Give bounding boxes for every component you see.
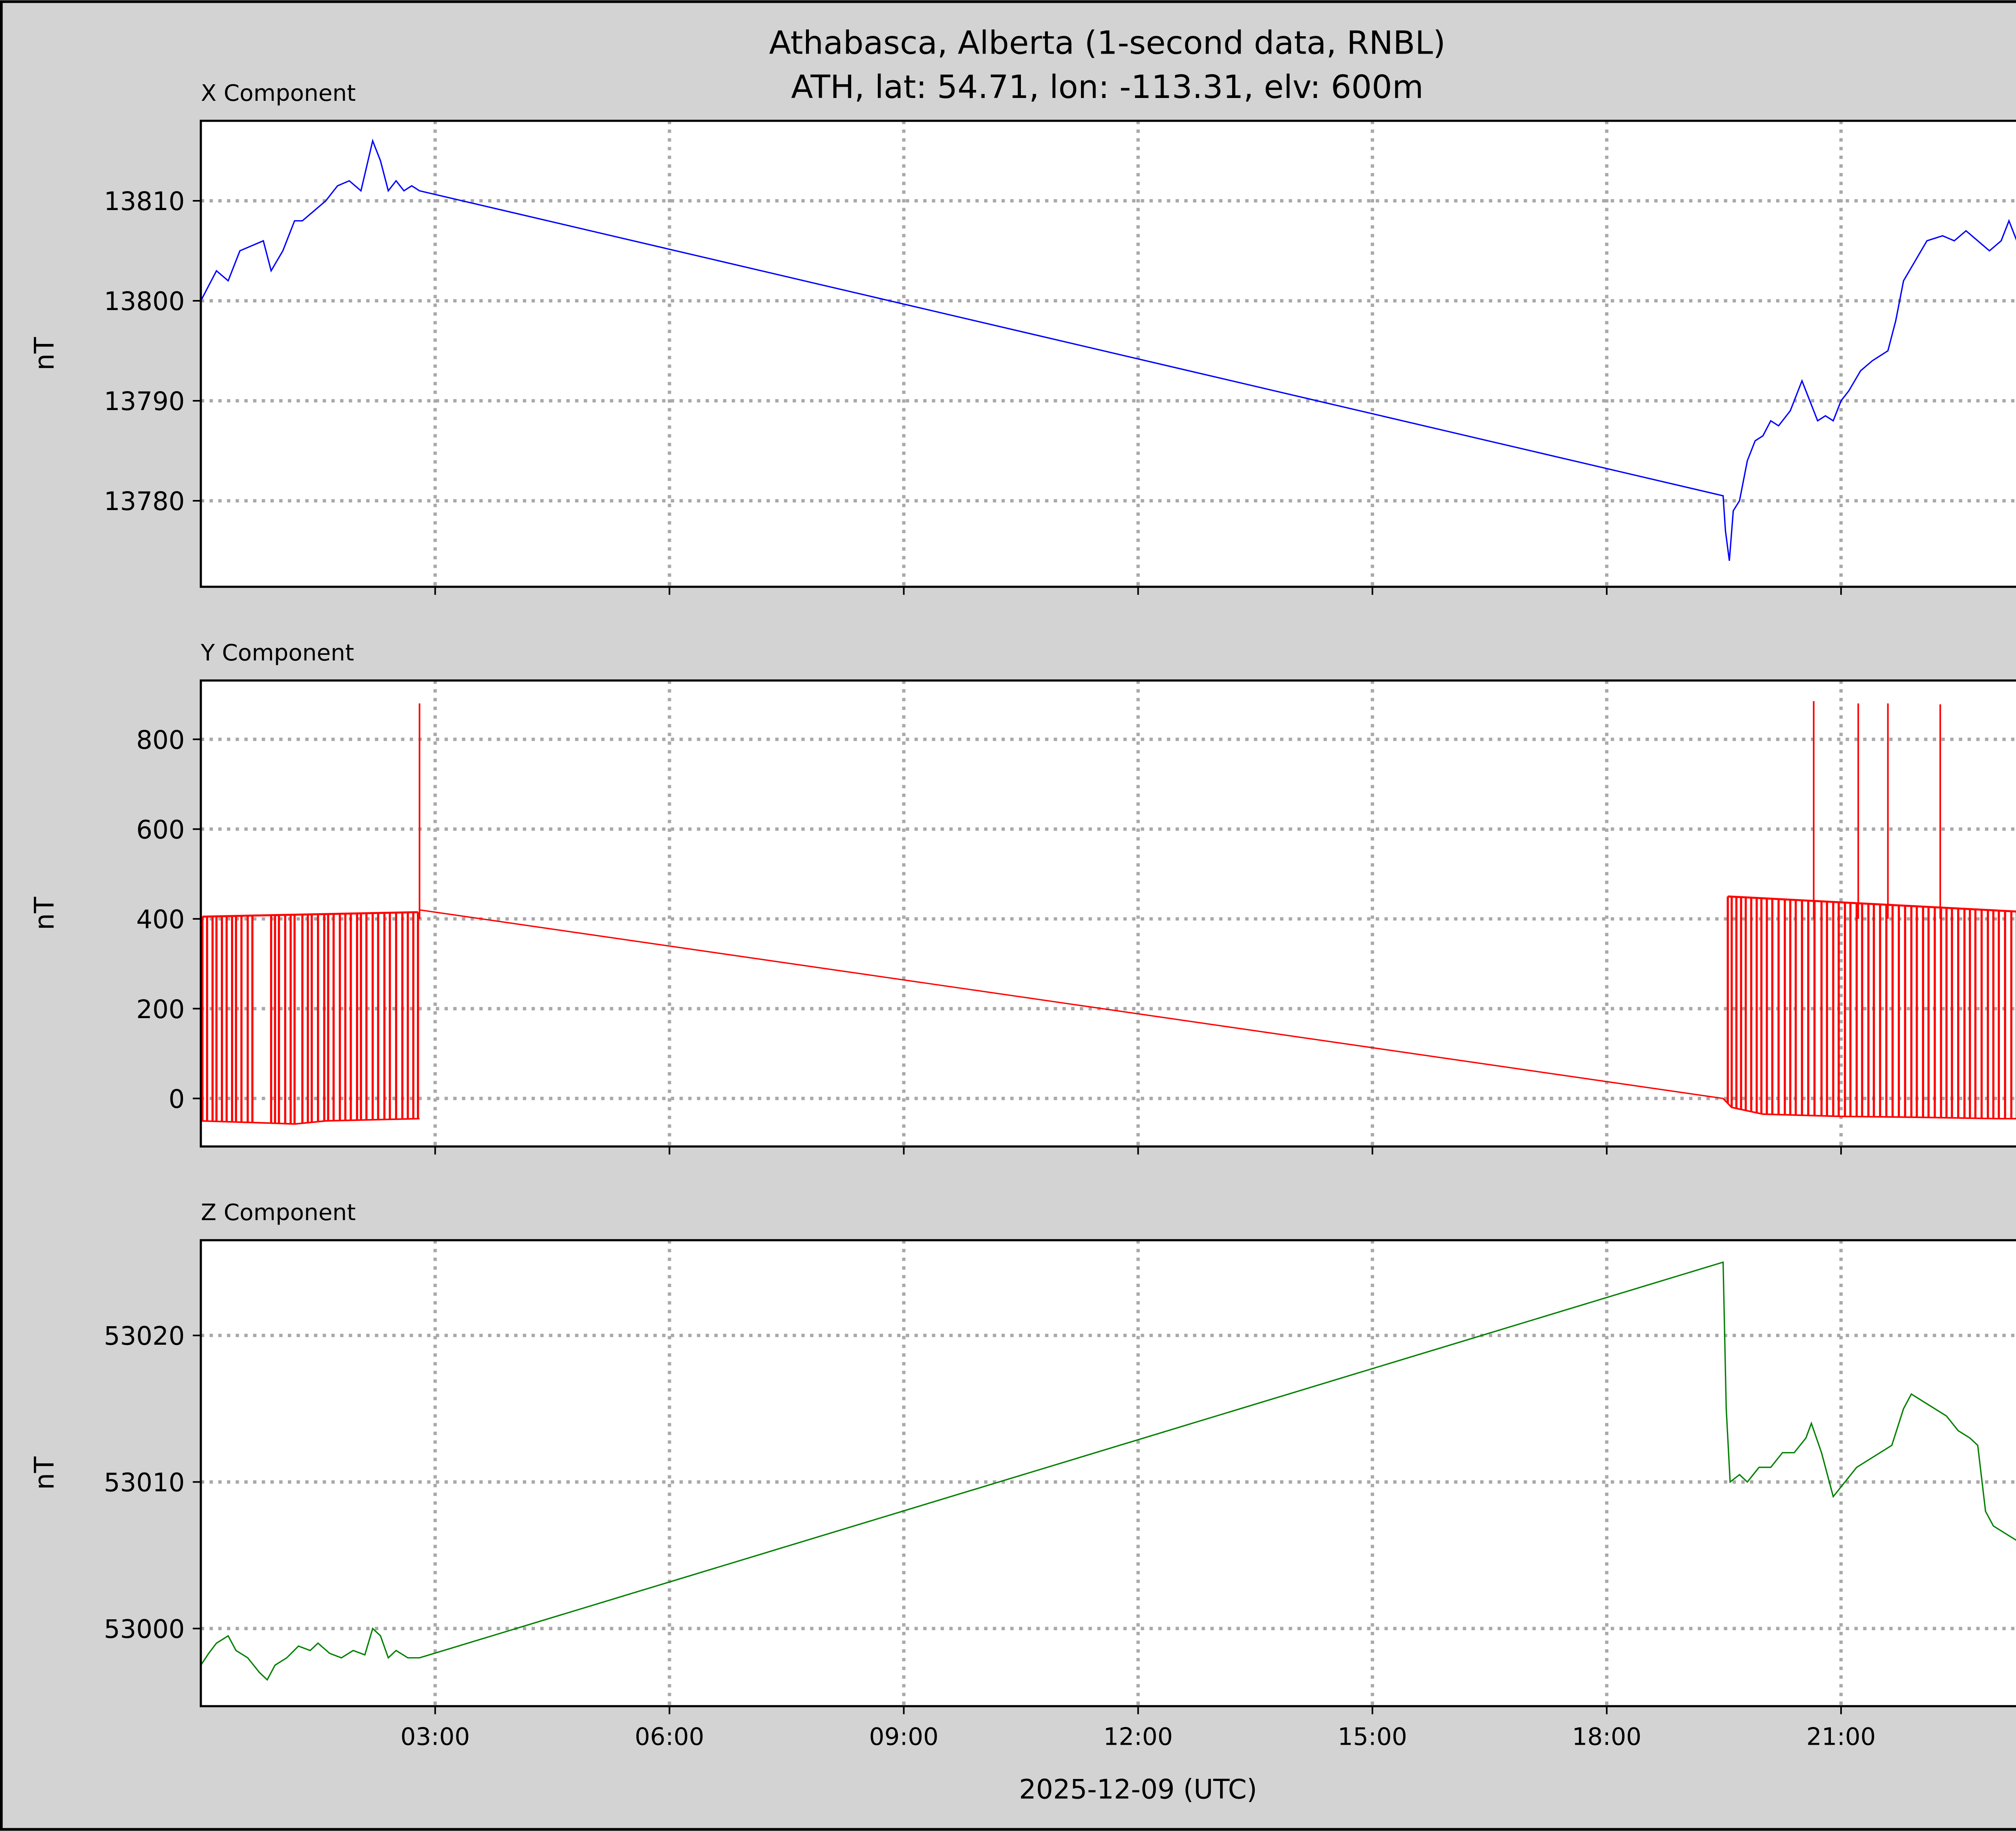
plot-frame bbox=[200, 1239, 2016, 1708]
y-tick-label: 13800 bbox=[104, 286, 185, 316]
data-layer bbox=[201, 138, 2016, 561]
x-tick-label: 06:00 bbox=[635, 1723, 704, 1751]
x-tick-label: 18:00 bbox=[1572, 1723, 1641, 1751]
panel-title: X Component bbox=[201, 80, 356, 106]
panel-title: Y Component bbox=[200, 640, 354, 666]
plot-area bbox=[201, 680, 2016, 1147]
y-tick-label: 13780 bbox=[104, 486, 185, 516]
x-tick-label: 21:00 bbox=[1806, 1723, 1876, 1751]
panel-z-component: Z Component nT 03:00 06:00 09:00 12:00 15:00 18… bbox=[29, 1200, 2016, 1751]
y-axis-label: nT bbox=[29, 897, 60, 930]
plot-frame bbox=[200, 679, 2016, 1148]
y-tick-label: 53010 bbox=[104, 1468, 185, 1498]
y-tick-label: 53000 bbox=[104, 1614, 185, 1644]
y-tick-label: 200 bbox=[136, 994, 185, 1024]
series-line-z bbox=[201, 1261, 2016, 1681]
x-tick-label: 15:00 bbox=[1338, 1723, 1407, 1751]
y-tick-label: 800 bbox=[136, 725, 185, 755]
y-tick-label: 13810 bbox=[104, 186, 185, 216]
y-tick-label: 53020 bbox=[104, 1321, 185, 1351]
series-upper-envelope bbox=[1728, 895, 2016, 913]
x-axis-label: 2025-12-09 (UTC) bbox=[1019, 1774, 1257, 1805]
series-gap-line bbox=[419, 909, 1723, 1099]
y-axis-label: nT bbox=[29, 1456, 60, 1490]
chart-subtitle: ATH, lat: 54.71, lon: -113.31, elv: 600m bbox=[791, 68, 1423, 106]
data-layer bbox=[201, 1261, 2016, 1681]
plot-area bbox=[201, 121, 2016, 587]
chart-title: Athabasca, Alberta (1-second data, RNBL) bbox=[769, 24, 1445, 62]
panel-title: Z Component bbox=[201, 1200, 356, 1226]
series-line-x bbox=[201, 138, 2016, 561]
y-axis-label: nT bbox=[29, 337, 60, 371]
plot-area bbox=[201, 1240, 2016, 1706]
panel-y-component: Y Component nT 0 200 400 600 800 bbox=[29, 640, 2016, 1155]
y-tick-label: 600 bbox=[136, 814, 185, 844]
panel-x-component: X Component nT 13780 13790 13800 13810 bbox=[29, 80, 2016, 595]
x-tick-label: 03:00 bbox=[400, 1723, 470, 1751]
data-layer bbox=[201, 701, 2016, 1125]
x-tick-label: 12:00 bbox=[1104, 1723, 1173, 1751]
x-tick-label: 09:00 bbox=[869, 1723, 938, 1751]
y-tick-label: 0 bbox=[169, 1084, 185, 1114]
series-upper-envelope bbox=[202, 911, 418, 918]
plot-frame bbox=[200, 119, 2016, 588]
y-tick-label: 13790 bbox=[104, 386, 185, 416]
y-tick-label: 400 bbox=[136, 904, 185, 934]
